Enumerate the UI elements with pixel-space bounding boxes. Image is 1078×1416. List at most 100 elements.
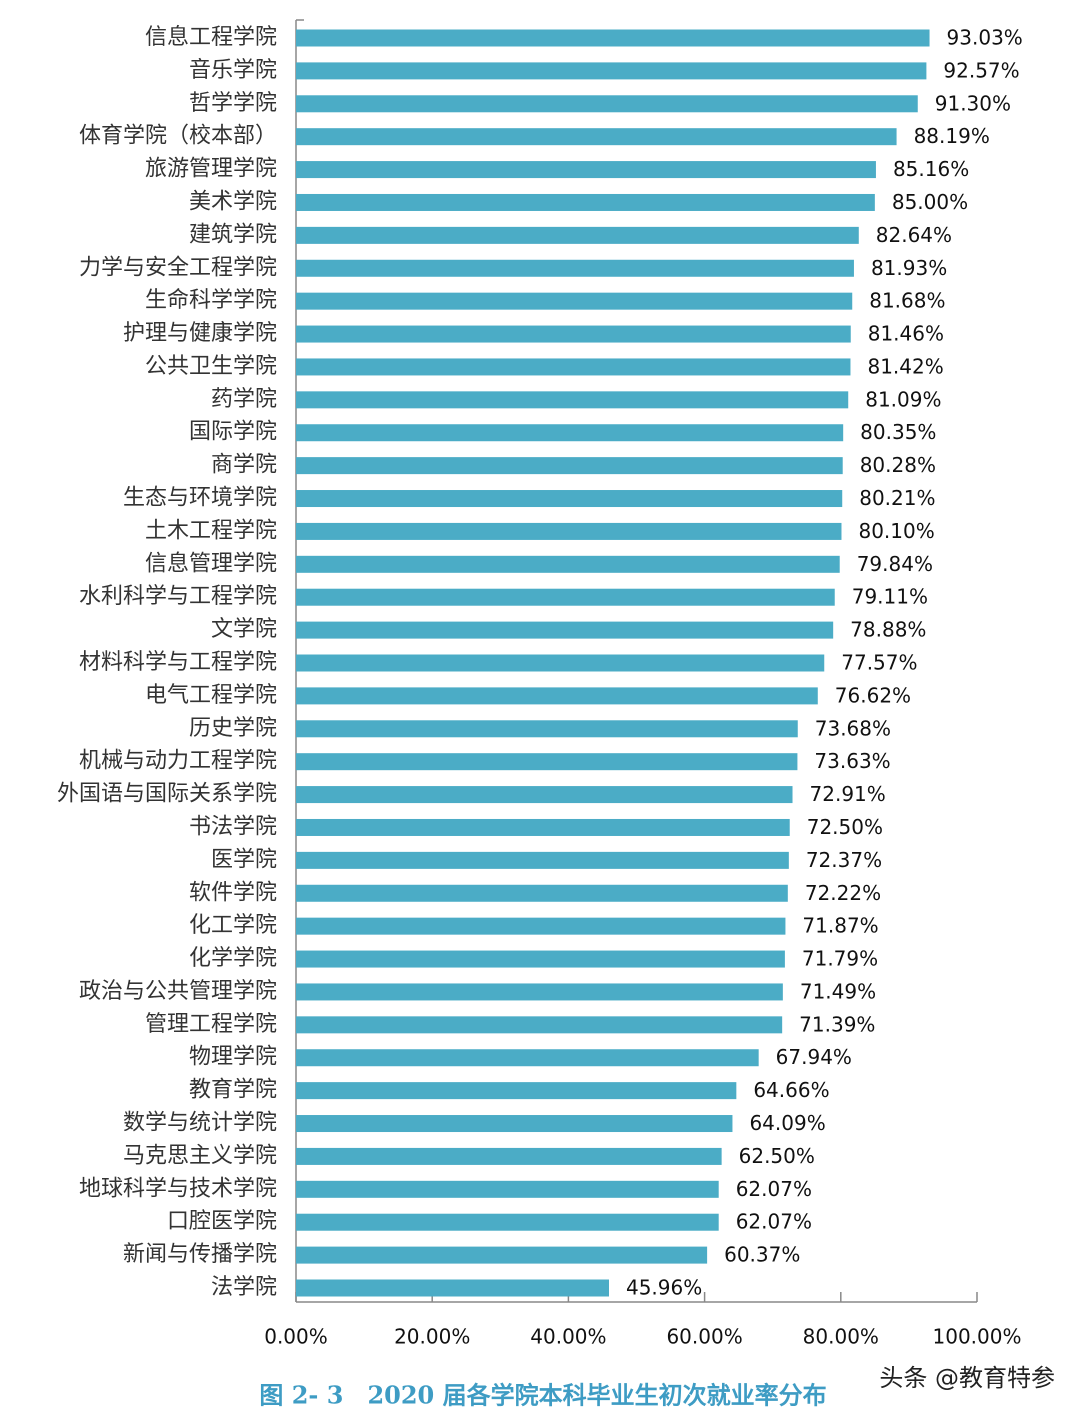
value-label: 85.00%: [892, 190, 968, 214]
value-label: 62.07%: [736, 1210, 812, 1234]
value-label: 81.68%: [869, 289, 945, 313]
value-label: 72.37%: [806, 848, 882, 872]
category-label: 音乐学院: [189, 58, 277, 83]
x-tick-label: 40.00%: [530, 1325, 606, 1349]
bar: [296, 128, 897, 146]
category-label: 医学院: [211, 847, 277, 872]
value-label: 80.35%: [860, 420, 936, 444]
category-label: 体育学院（校本部）: [79, 124, 277, 149]
category-label: 书法学院: [189, 814, 277, 839]
value-label: 71.39%: [799, 1012, 875, 1036]
bar: [296, 1246, 708, 1264]
value-label: 79.84%: [857, 552, 933, 576]
category-label: 护理与健康学院: [123, 321, 277, 346]
value-label: 67.94%: [776, 1045, 852, 1069]
value-label: 81.93%: [871, 256, 947, 280]
bar: [296, 193, 875, 211]
category-label: 药学院: [211, 387, 277, 412]
bar: [296, 1049, 759, 1067]
value-label: 45.96%: [626, 1276, 702, 1300]
category-label: 信息工程学院: [145, 25, 277, 50]
value-label: 71.49%: [800, 979, 876, 1003]
value-label: 60.37%: [724, 1243, 800, 1267]
category-label: 生态与环境学院: [123, 486, 277, 511]
bar: [296, 687, 818, 705]
value-label: 85.16%: [893, 157, 969, 181]
x-tick-label: 0.00%: [264, 1325, 328, 1349]
category-label: 哲学学院: [189, 91, 277, 116]
value-label: 80.10%: [858, 519, 934, 543]
bar: [296, 226, 859, 244]
bar: [296, 555, 840, 573]
bar: [296, 457, 843, 475]
category-label: 材料科学与工程学院: [79, 650, 277, 675]
bar: [296, 851, 789, 869]
bar: [296, 983, 783, 1001]
category-label: 物理学院: [189, 1045, 277, 1070]
category-label: 教育学院: [189, 1078, 277, 1103]
category-label: 国际学院: [189, 420, 277, 445]
x-tick-label: 20.00%: [394, 1325, 470, 1349]
category-label: 历史学院: [189, 716, 277, 741]
category-label: 化学学院: [189, 946, 277, 971]
category-label: 机械与动力工程学院: [79, 749, 277, 774]
value-label: 72.91%: [810, 782, 886, 806]
bar: [296, 490, 843, 508]
category-label: 力学与安全工程学院: [79, 255, 277, 280]
value-label: 77.57%: [841, 651, 917, 675]
value-label: 81.46%: [868, 322, 944, 346]
category-label: 管理工程学院: [145, 1012, 277, 1037]
value-label: 81.09%: [865, 387, 941, 411]
category-label: 商学院: [211, 453, 277, 478]
bar: [296, 1213, 719, 1231]
value-label: 76.62%: [835, 683, 911, 707]
bar: [296, 1115, 733, 1133]
category-label: 法学院: [211, 1275, 277, 1300]
bar: [296, 818, 790, 836]
category-label: 政治与公共管理学院: [79, 979, 277, 1004]
category-label: 马克思主义学院: [123, 1143, 277, 1168]
bar: [296, 588, 835, 606]
category-label: 口腔医学院: [167, 1209, 277, 1234]
bar: [296, 917, 786, 935]
bar: [296, 654, 825, 672]
category-label: 土木工程学院: [145, 518, 277, 543]
bar: [296, 424, 844, 442]
bar: [296, 621, 834, 639]
bar: [296, 786, 793, 804]
category-label: 电气工程学院: [145, 683, 277, 708]
bar: [296, 1147, 722, 1165]
bar: [296, 95, 918, 113]
category-label: 外国语与国际关系学院: [57, 782, 277, 807]
value-label: 62.07%: [736, 1177, 812, 1201]
x-tick-label: 100.00%: [933, 1325, 1022, 1349]
bar: [296, 391, 849, 409]
bar: [296, 522, 842, 540]
bar: [296, 1180, 719, 1198]
category-label: 数学与统计学院: [123, 1111, 277, 1136]
value-label: 80.21%: [859, 486, 935, 510]
category-label: 地球科学与技术学院: [79, 1176, 277, 1201]
category-label: 旅游管理学院: [145, 157, 277, 182]
bar: [296, 1016, 783, 1034]
value-label: 73.63%: [814, 749, 890, 773]
value-label: 88.19%: [914, 124, 990, 148]
bar: [296, 753, 798, 771]
category-label: 美术学院: [189, 189, 277, 214]
value-label: 72.50%: [807, 815, 883, 839]
category-label: 水利科学与工程学院: [79, 584, 277, 609]
bar: [296, 884, 788, 902]
chart-caption: 图 2- 3 2020 届各学院本科毕业生初次就业率分布: [259, 1381, 826, 1410]
value-label: 78.88%: [850, 618, 926, 642]
value-label: 71.79%: [802, 947, 878, 971]
bar: [296, 292, 853, 310]
value-label: 91.30%: [935, 91, 1011, 115]
category-label: 化工学院: [189, 913, 277, 938]
bar: [296, 1082, 737, 1100]
bar: [296, 720, 798, 738]
bar: [296, 161, 876, 179]
category-label: 公共卫生学院: [145, 354, 277, 379]
value-label: 92.57%: [943, 58, 1019, 82]
